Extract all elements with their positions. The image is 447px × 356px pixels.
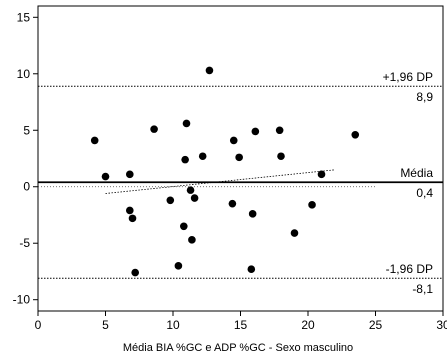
ref-label-upper_loa: +1,96 DP [383,70,433,84]
data-point [128,214,137,223]
data-point [205,66,214,75]
data-point [166,196,175,205]
data-point [251,127,260,136]
ref-value-upper_loa: 8,9 [416,90,433,104]
trend-line [105,169,336,194]
data-point [229,136,238,145]
data-point [277,152,285,161]
y-tick-label: -10 [13,293,31,307]
x-tick-label: 20 [301,318,315,332]
ref-value-lower_loa: -8,1 [412,282,433,296]
x-tick-label: 5 [102,318,109,332]
y-tick-label: 10 [17,67,31,81]
line-annotations: +1,96 DP 8,9 Média 0,4 -1,96 DP -8,1 [383,70,434,296]
data-point [150,125,158,133]
x-tick-label: 15 [234,318,248,332]
ref-label-mean: Média [400,166,433,180]
ref-label-lower_loa: -1,96 DP [386,262,433,276]
data-point [181,155,189,164]
data-point [126,170,134,179]
data-point [188,236,196,244]
data-point [317,170,326,179]
data-point [131,268,139,277]
ref-value-mean: 0,4 [416,186,433,200]
x-axis-label: Média BIA %GC e ADP %GC - Sexo masculino [123,342,353,354]
data-point [126,206,134,215]
data-point [198,152,207,161]
data-point [248,210,257,218]
data-point [235,153,243,162]
data-point [186,186,195,194]
data-point [275,126,284,135]
x-tick-label: 25 [369,318,383,332]
y-tick-label: 0 [23,180,30,194]
data-points [90,66,360,277]
x-tick-label: 30 [436,318,447,332]
data-point [174,262,183,270]
data-point [90,136,99,145]
axis-ticks: 0 5 10 15 20 25 30 -10 -5 0 5 10 15 [13,10,447,332]
y-tick-label: 5 [23,123,30,137]
data-point [351,130,360,139]
data-point [190,194,199,202]
y-tick-label: 15 [17,10,31,24]
data-point [228,199,237,208]
data-point [180,222,188,231]
x-tick-label: 10 [166,318,180,332]
data-point [247,265,256,274]
y-tick-label: -5 [19,236,30,250]
data-point [101,172,110,181]
data-point [182,119,191,128]
data-point [290,229,299,237]
x-tick-label: 0 [35,318,42,332]
reference-lines [38,85,443,279]
data-point [308,201,316,209]
